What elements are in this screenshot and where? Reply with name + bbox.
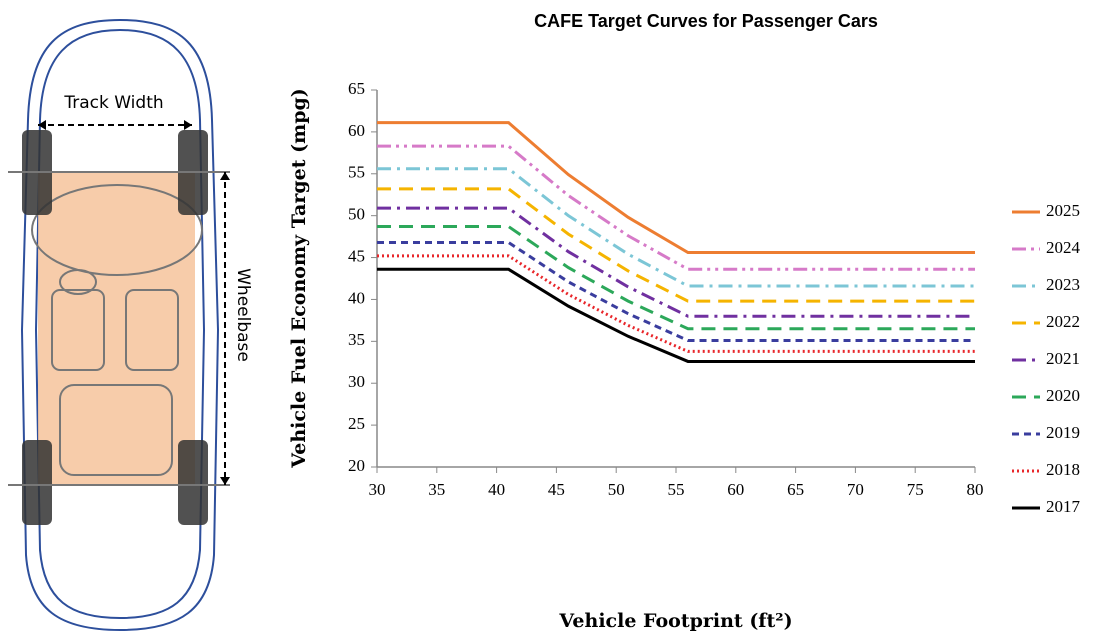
legend-label: 2019 <box>1046 423 1080 442</box>
y-tick-label: 25 <box>348 414 365 433</box>
x-tick-label: 45 <box>548 480 565 499</box>
rear-seat <box>59 384 173 476</box>
wheel-steer <box>59 269 97 295</box>
legend-label: 2024 <box>1046 238 1081 257</box>
y-tick-label: 35 <box>348 330 365 349</box>
y-tick-label: 65 <box>348 79 365 98</box>
y-tick-label: 55 <box>348 163 365 182</box>
x-tick-label: 60 <box>727 480 744 499</box>
wheelbase-label: Wheelbase <box>233 268 253 362</box>
legend-label: 2017 <box>1046 497 1081 516</box>
x-tick-label: 30 <box>369 480 386 499</box>
car-inner-body <box>34 28 206 620</box>
x-tick-label: 50 <box>608 480 625 499</box>
y-tick-label: 20 <box>348 456 365 475</box>
y-axis-label: Vehicle Fuel Economy Target (mpg) <box>288 88 310 469</box>
series-line <box>377 267 975 363</box>
legend-label: 2025 <box>1046 201 1080 220</box>
arrow-head <box>220 172 230 485</box>
x-axis-label: Vehicle Footprint (ft²) <box>558 610 792 632</box>
legend-label: 2018 <box>1046 460 1080 479</box>
wheel <box>178 440 208 525</box>
wheelbase-area <box>38 172 195 485</box>
x-tick-label: 65 <box>787 480 804 499</box>
seat <box>51 289 105 371</box>
hood <box>31 184 203 276</box>
series-line <box>377 167 975 288</box>
series-line <box>377 254 975 353</box>
x-tick-label: 55 <box>668 480 685 499</box>
x-tick-label: 35 <box>428 480 445 499</box>
series-line <box>377 240 975 342</box>
legend-label: 2021 <box>1046 349 1080 368</box>
chart-title: CAFE Target Curves for Passenger Cars <box>534 11 878 31</box>
seat <box>125 289 179 371</box>
legend-label: 2022 <box>1046 312 1080 331</box>
car-body <box>20 18 220 632</box>
series-line <box>377 121 975 255</box>
y-tick-label: 50 <box>348 205 365 224</box>
y-tick-label: 30 <box>348 372 365 391</box>
legend-label: 2020 <box>1046 386 1080 405</box>
legend-label: 2023 <box>1046 275 1080 294</box>
series-line <box>377 144 975 271</box>
car-diagram: Track Width Wheelbase <box>8 18 253 632</box>
track-width-label: Track Width <box>63 93 163 113</box>
y-tick-label: 60 <box>348 121 365 140</box>
wheel <box>22 440 52 525</box>
x-tick-label: 80 <box>967 480 984 499</box>
x-tick-label: 70 <box>847 480 864 499</box>
y-tick-label: 40 <box>348 288 365 307</box>
x-tick-label: 75 <box>907 480 924 499</box>
x-tick-label: 40 <box>488 480 505 499</box>
series-line <box>377 206 975 318</box>
y-tick-label: 45 <box>348 246 365 265</box>
series-line <box>377 225 975 331</box>
